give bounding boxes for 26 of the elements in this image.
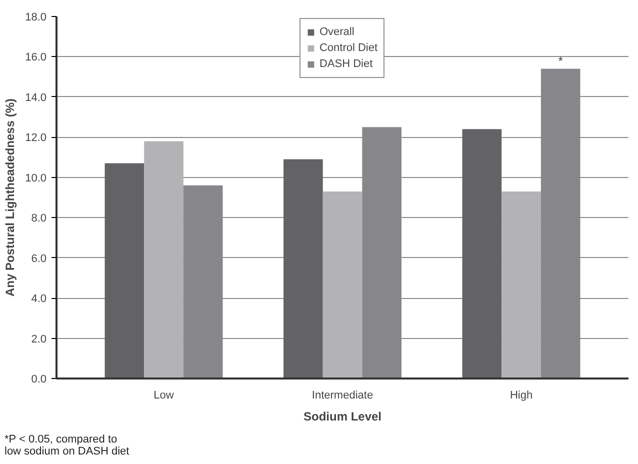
bar xyxy=(462,129,502,378)
y-tick-label: 8.0 xyxy=(31,212,47,225)
data-label: * xyxy=(558,54,564,68)
legend-label: Overall xyxy=(319,25,354,39)
x-tick-label: Low xyxy=(154,390,174,402)
bar xyxy=(322,191,362,378)
bar xyxy=(104,163,144,378)
legend-label: DASH Diet xyxy=(319,57,373,71)
x-tick-label: High xyxy=(510,390,533,402)
y-tick-label: 6.0 xyxy=(31,252,47,265)
y-tick-label: 18.0 xyxy=(25,12,47,24)
y-tick-label: 16.0 xyxy=(25,52,47,64)
bar xyxy=(502,191,541,378)
y-tick-label: 4.0 xyxy=(31,293,47,306)
bar xyxy=(284,159,323,378)
text: *P < 0.05, compared to low sodium on DASH diet xyxy=(4,434,130,458)
y-axis-title: Any Postural Lightheadedness (%) xyxy=(3,98,18,297)
y-tick-label: 2.0 xyxy=(31,333,47,346)
y-tick-label: 12.0 xyxy=(25,132,47,144)
bar xyxy=(144,141,184,378)
x-axis-title: Sodium Level xyxy=(303,410,382,424)
legend-label: Control Diet xyxy=(319,41,378,55)
y-tick-label: 14.0 xyxy=(25,92,47,104)
y-tick-label: 0.0 xyxy=(31,374,47,386)
x-tick-label: Intermediate xyxy=(312,390,374,402)
y-tick-label: 10.0 xyxy=(25,172,47,184)
